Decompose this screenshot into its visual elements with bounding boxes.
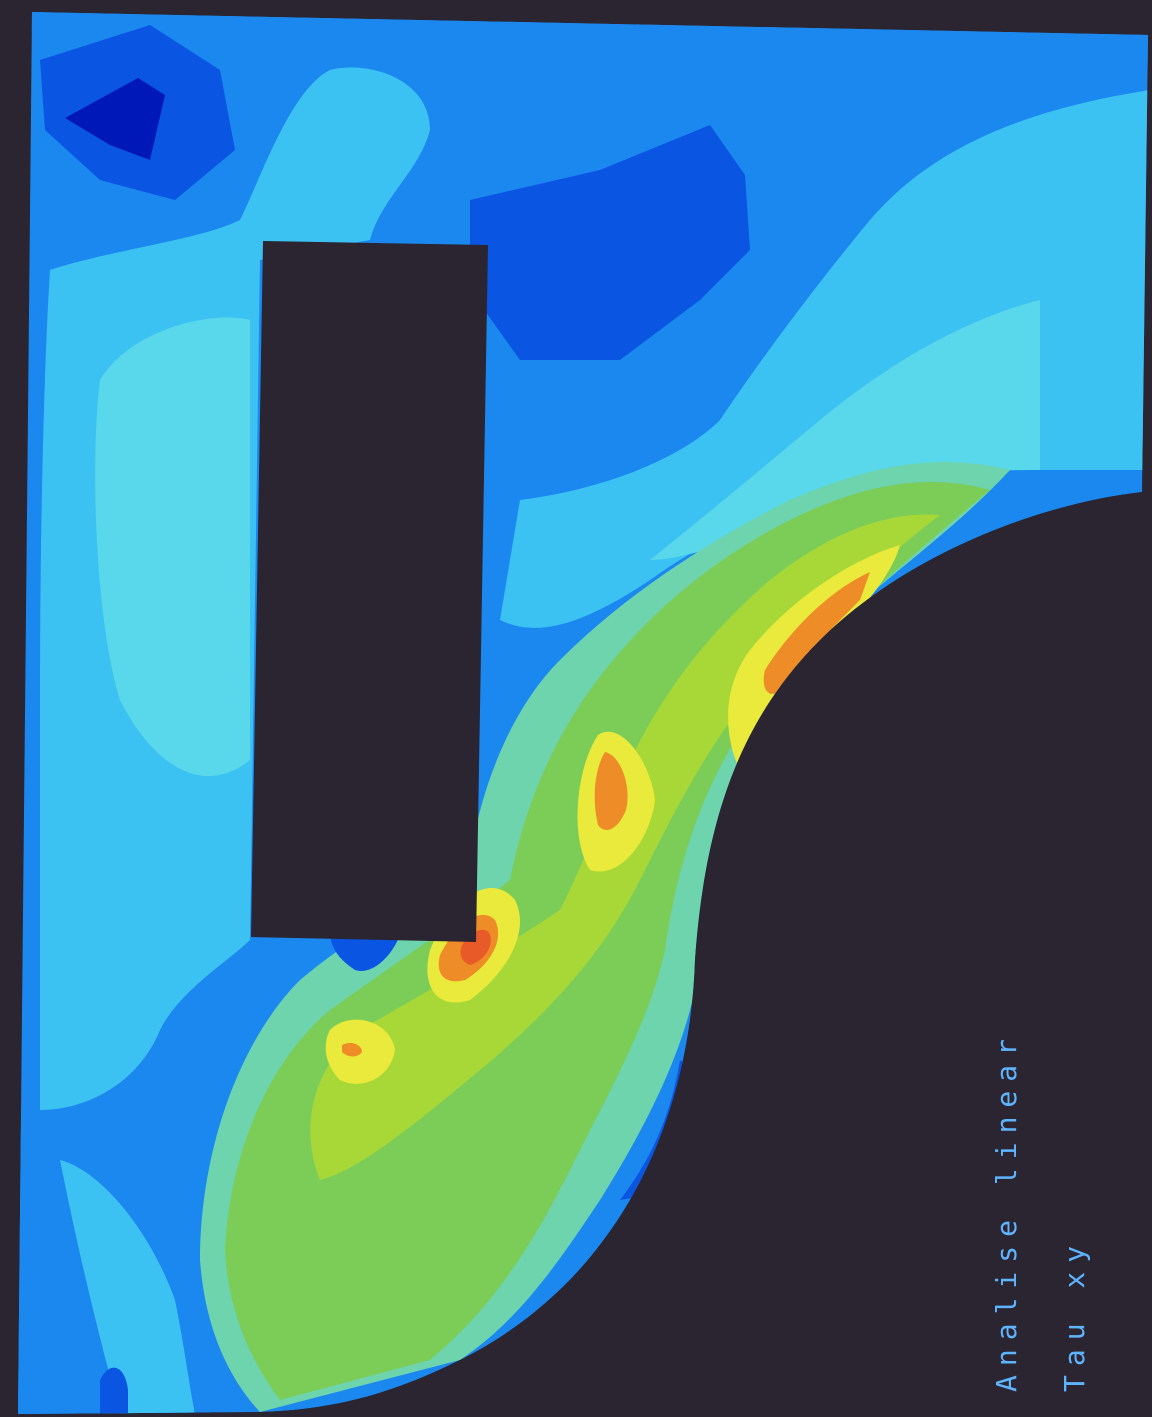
band-orange-ridge: [763, 572, 870, 694]
band-bottomleft-cyan: [60, 1160, 195, 1414]
band-topmid-dark: [470, 125, 750, 360]
band-topleft-deepest: [65, 78, 165, 160]
analysis-caption: Analise linear: [990, 1029, 1023, 1392]
stress-component-caption: Tau xy: [1058, 1236, 1091, 1392]
band-orange-island: [594, 752, 628, 830]
band-under-rect-blue: [330, 935, 400, 971]
band-left-cyan-light: [95, 317, 251, 777]
band-right-cyan: [500, 90, 1148, 628]
band-diagonal-green: [225, 481, 990, 1401]
band-right-cyan-light: [650, 300, 1040, 560]
band-bottomleft-dark: [100, 1367, 128, 1414]
band-orange-lower: [342, 1042, 362, 1057]
slot-cutout: [251, 241, 488, 942]
hole-cutout: [260, 492, 1152, 1417]
